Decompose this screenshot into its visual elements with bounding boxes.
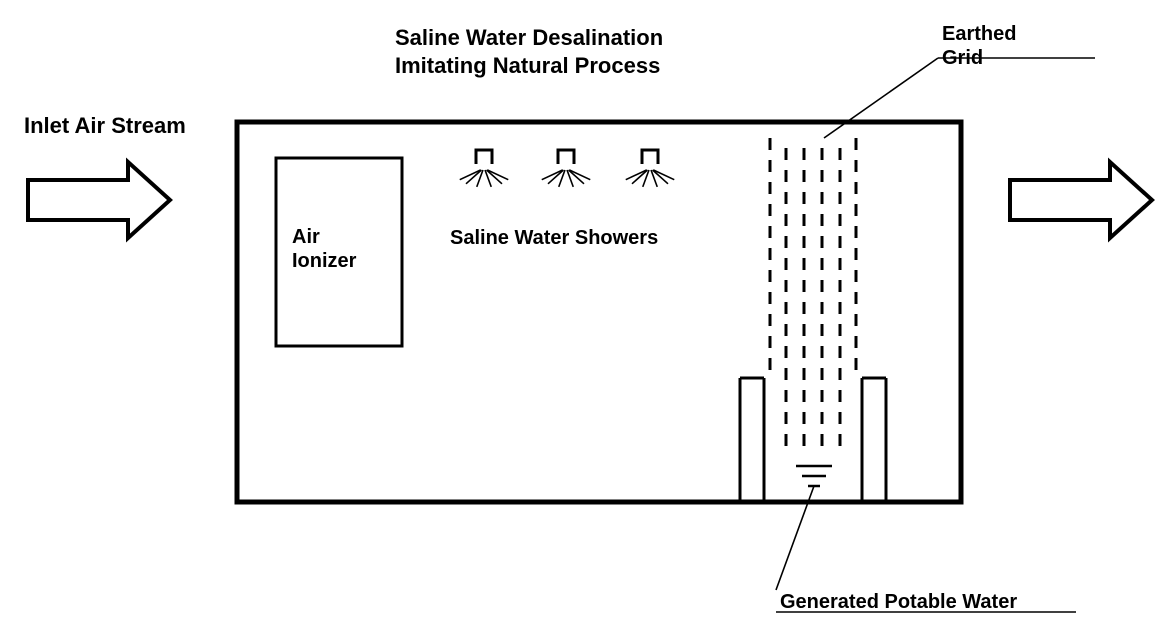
arrow-icon xyxy=(28,162,170,238)
shower-nozzle-icon xyxy=(476,150,492,164)
shower-nozzle-icon xyxy=(642,150,658,164)
spray-line xyxy=(487,170,508,180)
shower-nozzle-icon xyxy=(558,150,574,164)
arrow-icon xyxy=(1010,162,1152,238)
callout-line xyxy=(824,58,938,138)
spray-line xyxy=(542,170,563,180)
ionizer-box xyxy=(276,158,402,346)
spray-line xyxy=(626,170,647,180)
spray-line xyxy=(460,170,481,180)
diagram-canvas xyxy=(0,0,1173,644)
spray-line xyxy=(653,170,674,180)
spray-line xyxy=(569,170,590,180)
chamber-box xyxy=(237,122,961,502)
